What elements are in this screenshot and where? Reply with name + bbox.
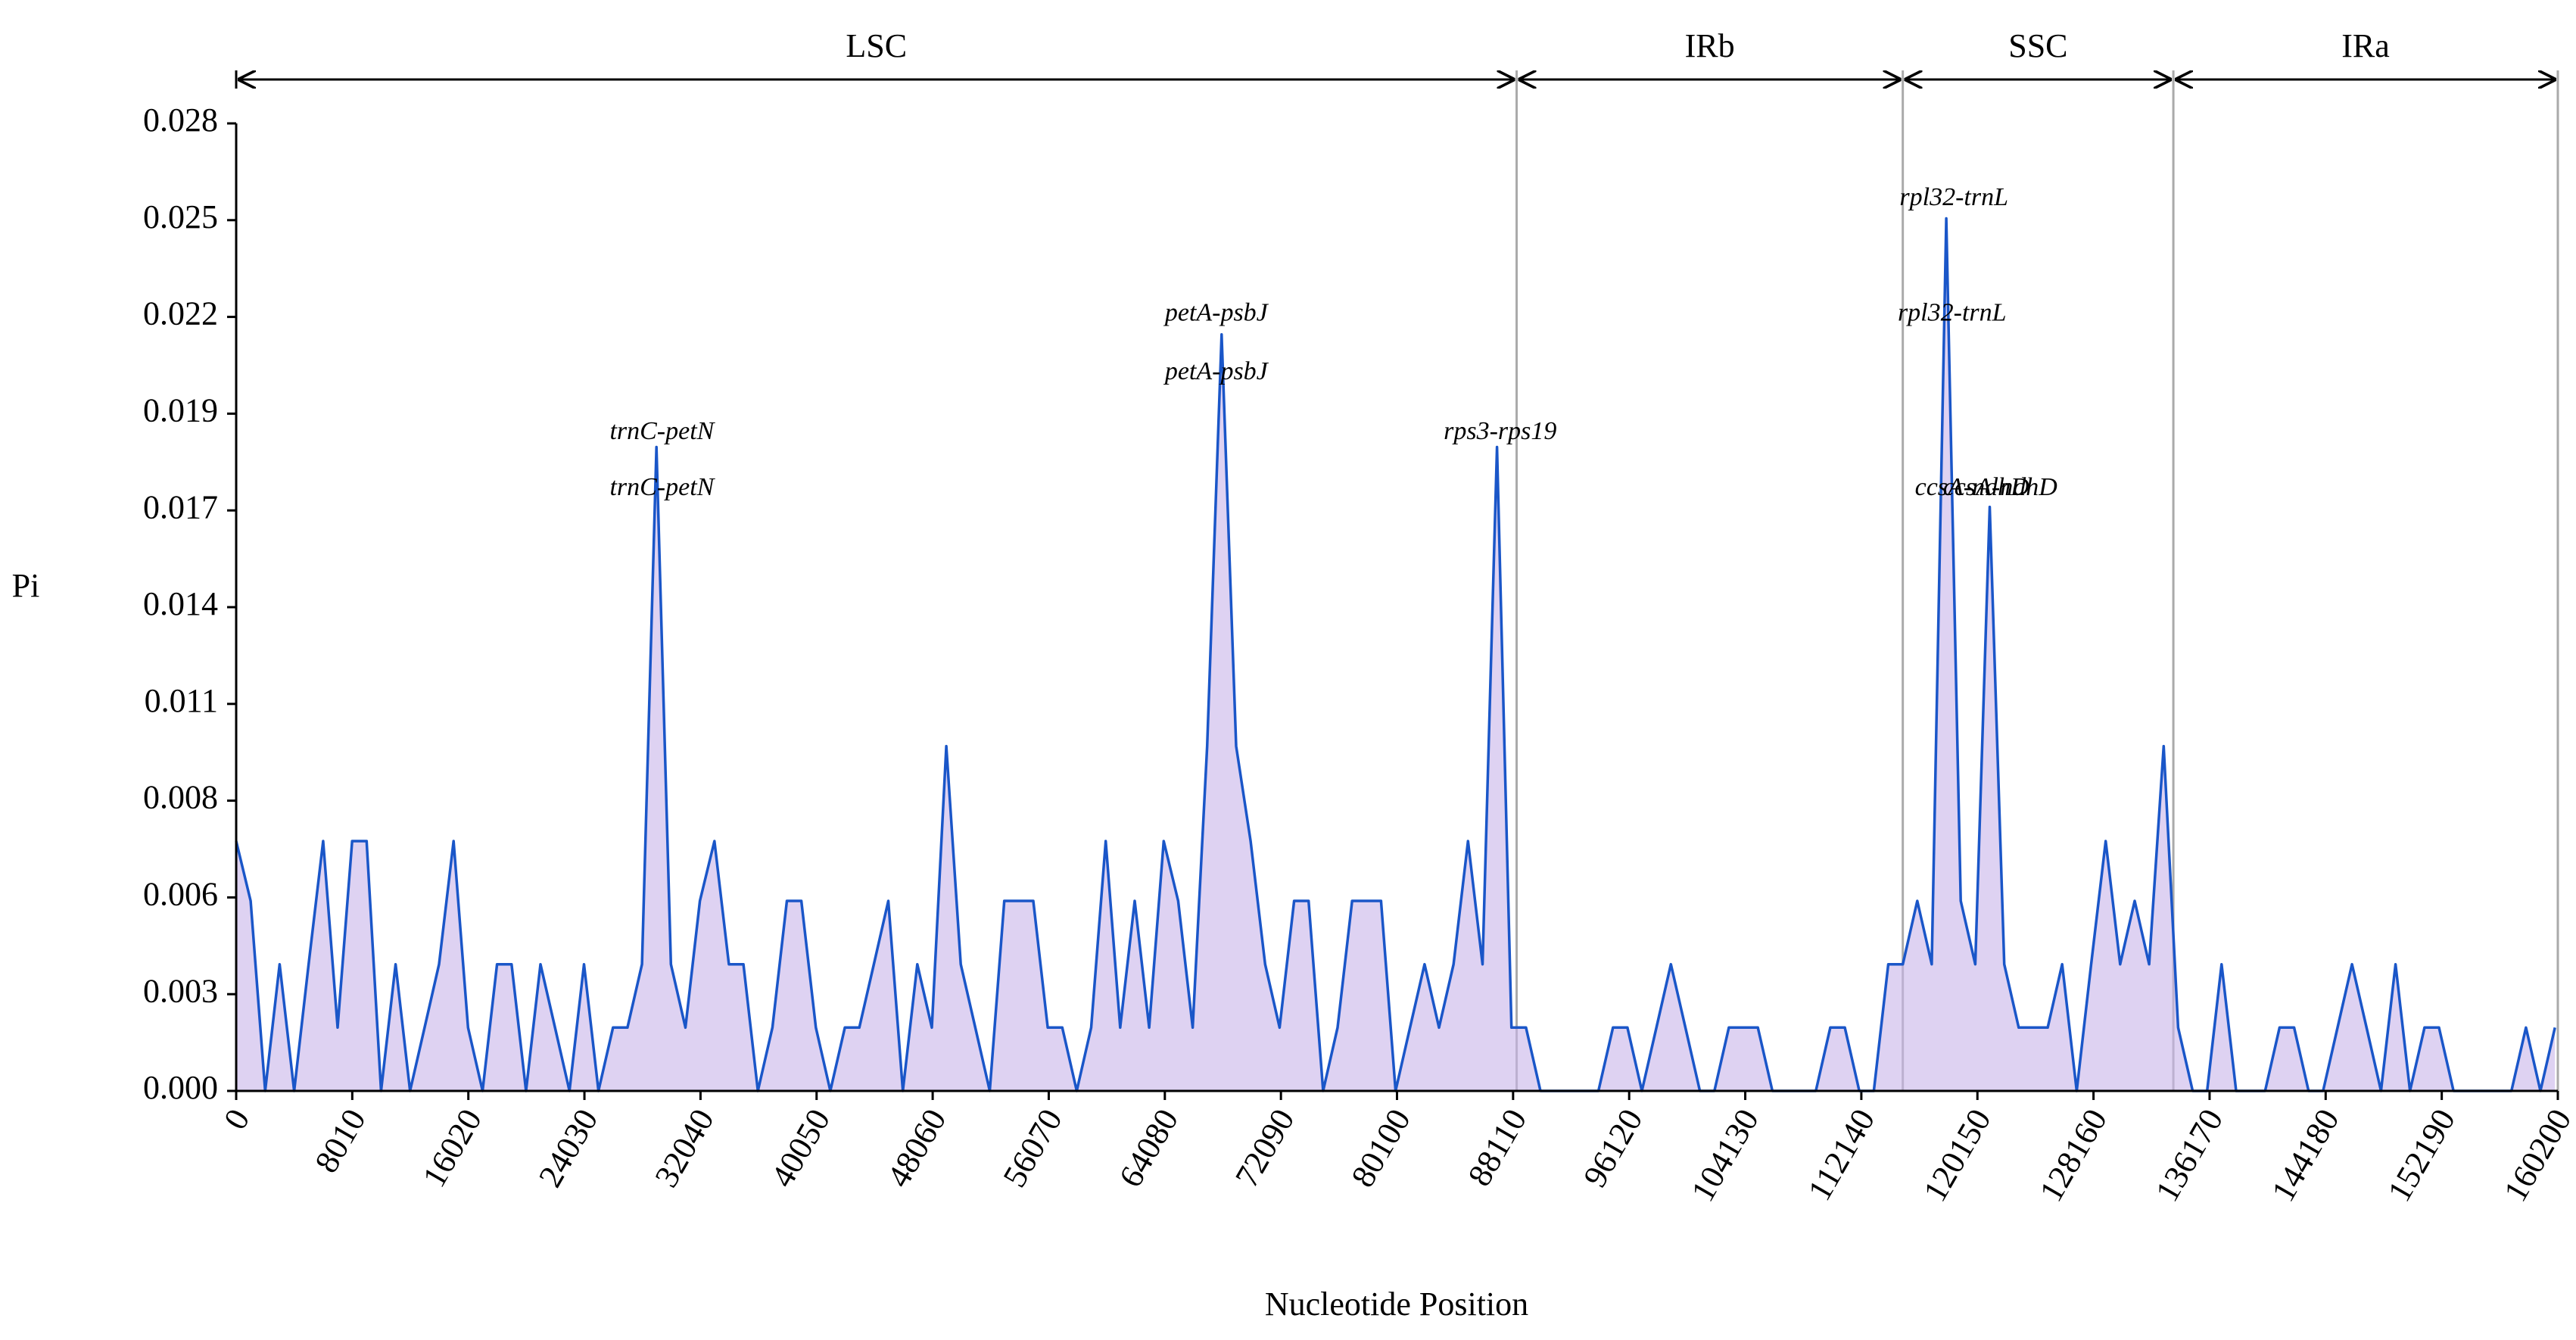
x-tick-label: 152190: [2381, 1103, 2462, 1208]
x-tick-label: 48060: [880, 1103, 953, 1194]
y-tick-label: 0.006: [143, 875, 218, 912]
annotation: trnC-petN: [609, 417, 715, 445]
y-tick-label: 0.022: [143, 295, 218, 332]
x-tick-label: 32040: [647, 1103, 721, 1194]
x-tick-label: 24030: [531, 1103, 605, 1194]
annotation: petA-psbJ: [1163, 357, 1269, 385]
x-tick-label: 72090: [1228, 1103, 1301, 1194]
area: [236, 218, 2556, 1091]
x-tick-label: 40050: [764, 1103, 837, 1194]
pi-line: [235, 217, 2556, 1092]
x-tick-label: 96120: [1576, 1103, 1649, 1194]
annotation: rpl32-trnL: [1898, 299, 2007, 327]
x-tick-label: 64080: [1112, 1103, 1185, 1194]
x-tick-label: 0: [216, 1103, 257, 1136]
annotation: ccsA-ndhD: [1943, 473, 2058, 501]
x-tick-label: 144180: [2264, 1103, 2346, 1208]
x-axis-label: Nucleotide Position: [1265, 1285, 1528, 1323]
y-tick-label: 0.003: [143, 972, 218, 1009]
x-tick-label: 8010: [307, 1103, 372, 1180]
y-tick-label: 0.025: [143, 198, 218, 235]
x-tick-label: 136170: [2148, 1103, 2230, 1208]
y-tick-label: 0.019: [143, 391, 218, 428]
region-label: IRa: [2341, 27, 2390, 64]
y-tick-label: 0.017: [143, 488, 218, 525]
region-label: SSC: [2008, 27, 2067, 64]
x-tick-label: 80100: [1344, 1103, 1417, 1194]
x-tick-label: 112140: [1801, 1103, 1883, 1207]
x-tick-label: 56070: [995, 1103, 1069, 1194]
annotation: rps3-rps19: [1444, 417, 1556, 445]
y-axis-label: Pi: [12, 567, 40, 604]
region-label: LSC: [846, 27, 907, 64]
x-tick-label: 16020: [416, 1103, 489, 1194]
x-tick-label: 104130: [1684, 1103, 1766, 1208]
x-tick-label: 128160: [2032, 1103, 2114, 1208]
annotation: trnC-petN: [609, 473, 715, 501]
y-tick-label: 0.028: [143, 101, 218, 139]
y-tick-label: 0.008: [143, 779, 218, 816]
y-tick-label: 0.011: [145, 682, 218, 719]
annotation: rpl32-trnL: [1899, 183, 2008, 211]
annotation: petA-psbJ: [1163, 299, 1269, 327]
region-label: IRb: [1685, 27, 1735, 64]
annotation: ccsA-ndhD: [1915, 473, 2030, 501]
y-tick-label: 0.014: [143, 585, 218, 622]
x-tick-label: 120150: [1916, 1103, 1998, 1208]
x-tick-label: 88110: [1461, 1103, 1534, 1192]
x-tick-label: 160200: [2497, 1103, 2576, 1208]
y-tick-label: 0.000: [143, 1069, 218, 1106]
